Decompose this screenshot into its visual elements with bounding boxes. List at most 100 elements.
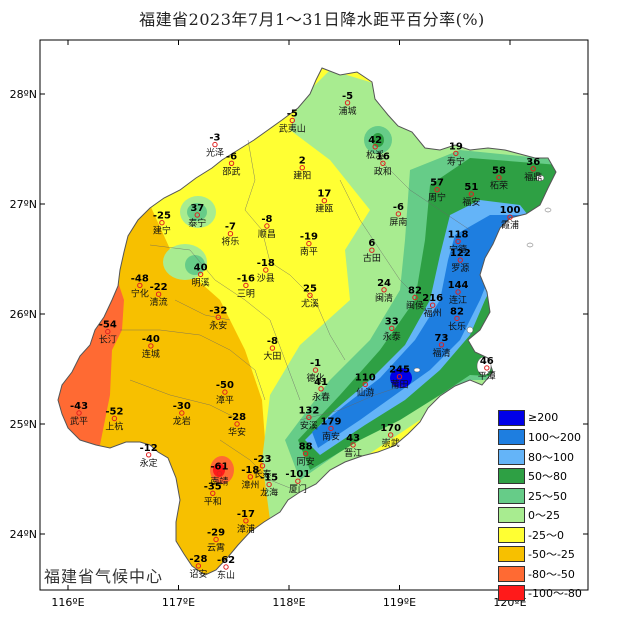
station-name: 松溪: [366, 149, 384, 161]
station-dot: [159, 220, 165, 226]
station-marker: -8 大田: [263, 336, 281, 362]
station-dot: [350, 442, 356, 448]
latitude-axis: 28ºN 27ºN 26ºN 25ºN 24ºN: [10, 88, 588, 541]
legend-label: ≥200: [528, 411, 559, 424]
station-name: 屏南: [389, 216, 407, 228]
coastal-islands: [413, 174, 552, 376]
station-name: 尤溪: [301, 297, 319, 309]
station-value: -28: [228, 412, 246, 423]
legend-swatch: [498, 429, 525, 445]
station-value: -48: [131, 273, 149, 284]
station-name: 南平: [300, 246, 318, 258]
station-value: 170: [380, 423, 401, 434]
station-dot: [155, 291, 162, 297]
legend-swatch: [498, 526, 525, 543]
station-marker: -30 龙岩: [173, 401, 191, 427]
station-dot: [395, 211, 402, 217]
station-value: -8: [261, 214, 272, 225]
station-dot: [243, 518, 249, 524]
station-dot: [381, 287, 387, 293]
station-value: 19: [449, 141, 463, 152]
station-value: 132: [298, 405, 319, 416]
station-dot: [344, 100, 351, 106]
station-value: -54: [99, 320, 117, 331]
station-name: 龙海: [260, 487, 278, 499]
station-name: 仙游: [356, 386, 374, 398]
station-value: 58: [492, 166, 506, 177]
station-marker: 245 莆田: [389, 365, 410, 391]
station-value: -18: [241, 465, 259, 476]
station-marker: -22 清流: [150, 282, 168, 308]
lon-tick-label: 118ºE: [272, 596, 305, 609]
station-dot: [455, 238, 461, 245]
station-dot: [429, 302, 436, 308]
station-marker: -18 沙县: [257, 258, 275, 284]
station-name: 云霄: [207, 543, 225, 554]
station-marker: 24 闽清: [375, 278, 393, 304]
station-dot: [484, 365, 490, 371]
station-dot: [387, 432, 394, 438]
station-name: 晋江: [344, 448, 362, 459]
station-marker: 16 政和: [374, 151, 392, 177]
station-name: 顺昌: [258, 229, 276, 240]
station-marker: 82 长乐: [448, 306, 466, 332]
station-marker: -40 连城: [142, 334, 160, 360]
station-dot: [212, 141, 218, 148]
station-marker: 17 建瓯: [315, 189, 333, 215]
station-marker: 216 福州: [422, 293, 443, 319]
station-name: 漳平: [216, 394, 234, 406]
station-marker: 41 永春: [312, 377, 330, 403]
station-name: 长乐: [448, 320, 466, 332]
station-value: 144: [448, 280, 469, 291]
station-value: -16: [237, 273, 255, 284]
legend-label: 100～200: [528, 431, 581, 444]
station-value: -52: [105, 407, 123, 418]
station-value: -61: [210, 462, 228, 473]
station-marker: 58 柘荣: [490, 166, 508, 192]
legend-item: -80～-50: [498, 564, 590, 583]
station-name: 沙县: [257, 273, 275, 284]
station-marker: 88 同安: [297, 442, 315, 468]
station-dot: [269, 345, 276, 351]
station-marker: 118 宁德: [448, 229, 469, 255]
lon-tick-label: 117ºE: [162, 596, 195, 609]
station-value: -25: [153, 211, 171, 222]
station-name: 邵武: [223, 165, 241, 177]
station-dot: [299, 165, 305, 171]
station-dot: [302, 451, 309, 457]
station-dot: [111, 415, 118, 422]
lat-tick-label: 24ºN: [10, 528, 37, 541]
station-value: 6: [368, 238, 375, 249]
legend-swatch: [498, 409, 525, 426]
station-value: -28: [189, 554, 207, 565]
station-marker: 132 安溪: [298, 405, 319, 431]
station-marker: 122 罗源: [450, 248, 471, 274]
station-marker: 73 福清: [432, 333, 450, 359]
station-name: 建阳: [293, 170, 311, 182]
station-marker: -35 平和: [204, 481, 222, 507]
station-dot: [223, 564, 229, 570]
lon-tick-label: 116ºE: [51, 596, 84, 609]
station-dot: [195, 563, 202, 569]
station-name: 武夷山: [279, 122, 306, 134]
station-name: 同安: [297, 456, 315, 468]
station-marker: -3 光泽: [206, 133, 224, 159]
station-value: -32: [209, 305, 227, 316]
station-value: 25: [303, 283, 317, 294]
legend-item: ≥200: [498, 408, 590, 427]
station-dot: [496, 174, 502, 181]
station-marker: 25 尤溪: [301, 283, 319, 309]
station-value: -43: [70, 401, 88, 412]
station-value: 122: [450, 248, 471, 259]
station-value: 16: [376, 151, 390, 162]
station-name: 龙岩: [173, 415, 191, 427]
station-value: 42: [368, 135, 382, 146]
station-name: 永春: [312, 391, 330, 403]
station-dot: [372, 144, 378, 150]
station-value: 2: [299, 156, 306, 167]
station-value: 73: [435, 333, 449, 344]
station-name: 福鼎: [524, 171, 542, 183]
zone-25-50-mingxi-core: [185, 255, 205, 275]
station-marker: 42 松溪: [366, 135, 384, 161]
